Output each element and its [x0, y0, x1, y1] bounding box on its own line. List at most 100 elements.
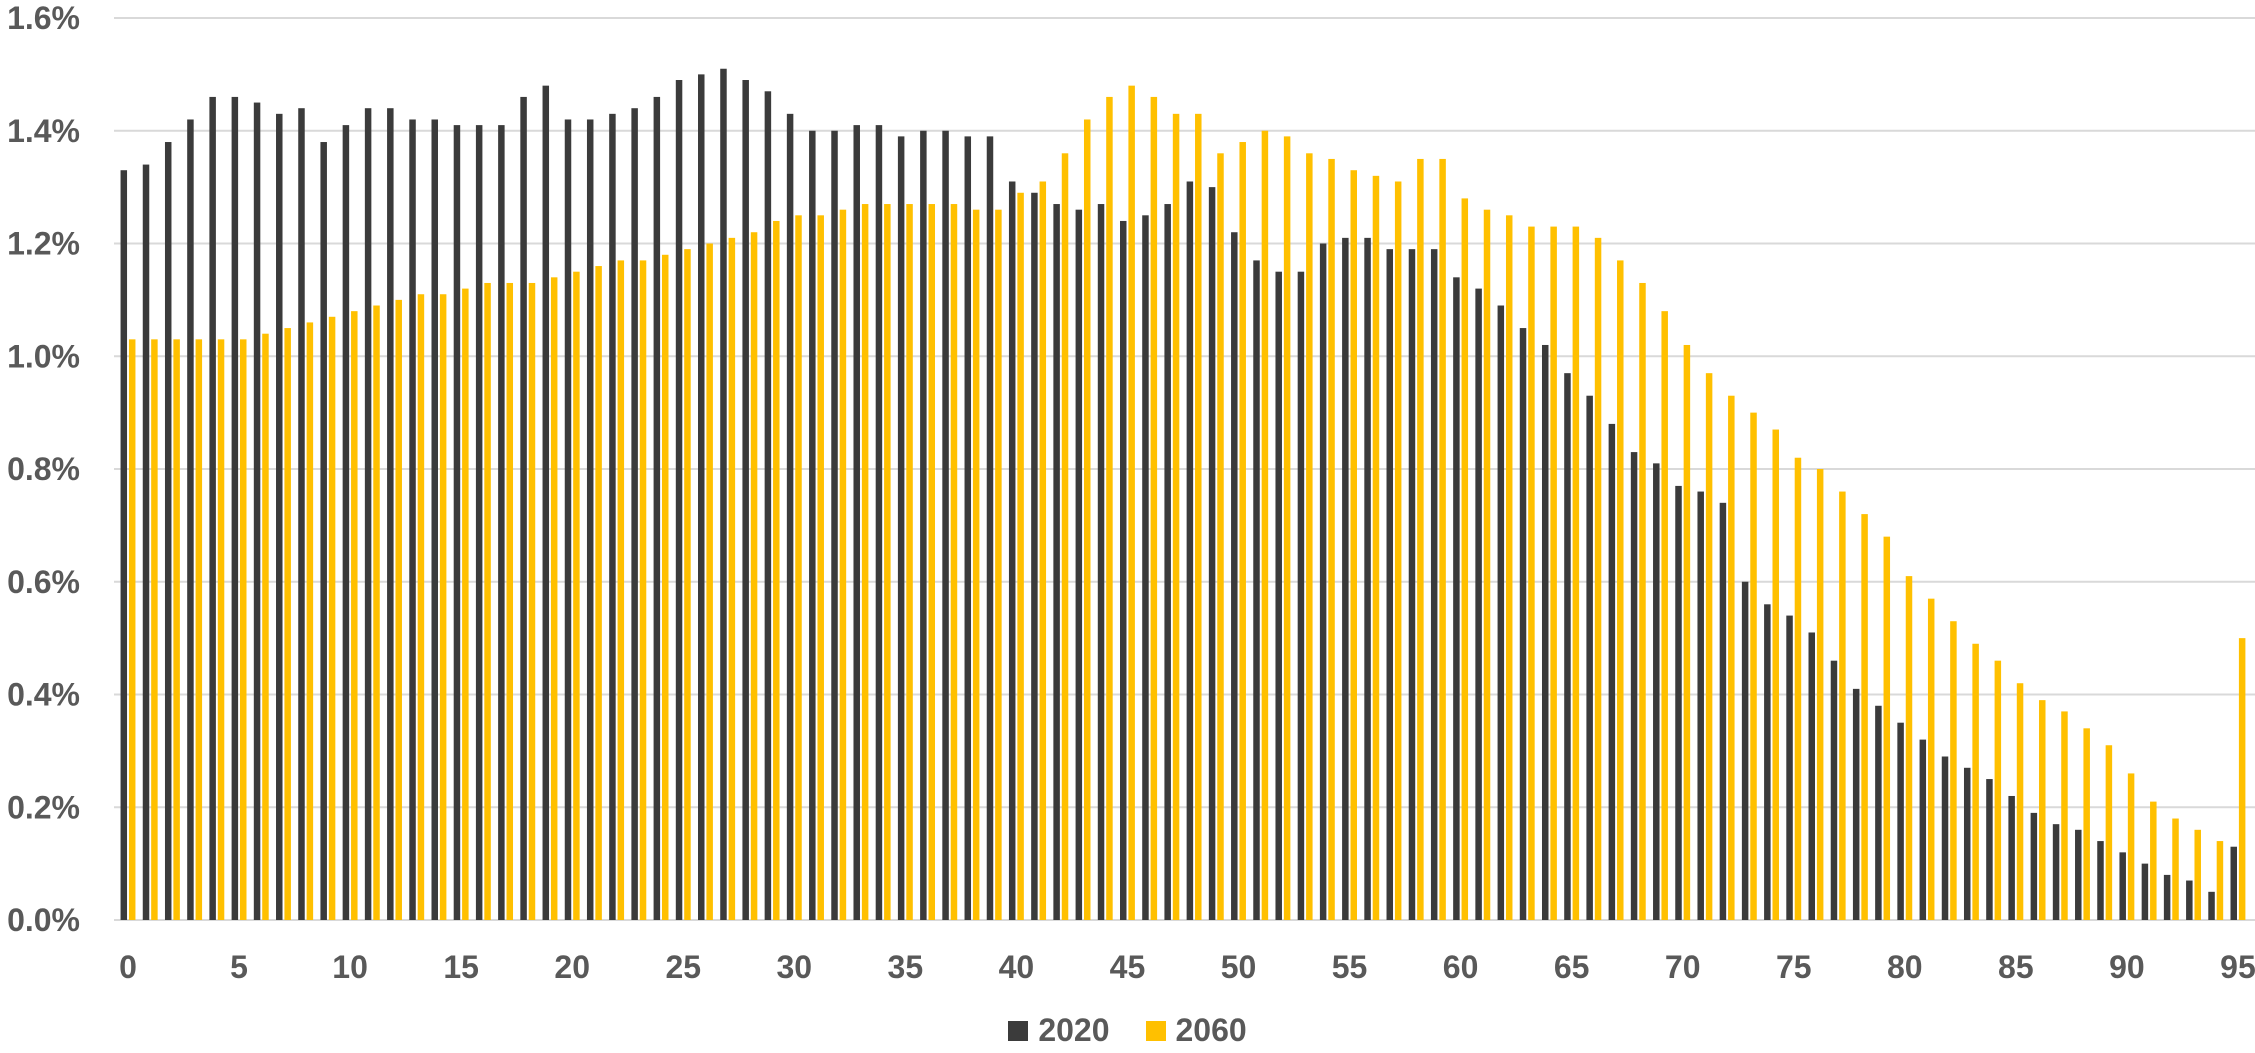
- bar-2060-age-2: [173, 339, 180, 920]
- bar-2060-age-71: [1705, 373, 1713, 921]
- bar-2020-age-86: [2030, 812, 2038, 920]
- bar-2020-age-11: [364, 108, 372, 920]
- bar-2020-age-2: [164, 142, 172, 920]
- bar-2060-age-67: [1617, 260, 1624, 921]
- bar-2020-age-80: [1897, 722, 1904, 920]
- bar-2060-age-79: [1883, 536, 1891, 920]
- x-tick-label: 15: [443, 949, 479, 985]
- bar-2060-age-31: [817, 215, 824, 920]
- bar-2020-age-59: [1430, 249, 1438, 920]
- bars: [120, 68, 2246, 921]
- bar-2060-age-8: [306, 322, 314, 920]
- bar-2020-age-3: [187, 119, 194, 921]
- bar-2060-age-49: [1217, 153, 1224, 921]
- bar-2020-age-27: [720, 68, 727, 921]
- bar-2020-age-25: [675, 80, 683, 920]
- bar-2020-age-72: [1719, 502, 1727, 920]
- bar-2060-age-77: [1839, 491, 1846, 920]
- bar-2060-age-17: [506, 282, 514, 920]
- bar-2020-age-85: [2008, 795, 2015, 920]
- bar-2060-age-7: [284, 328, 291, 920]
- x-tick-label: 95: [2220, 949, 2255, 985]
- bar-2060-age-75: [1794, 457, 1802, 920]
- bar-2020-age-33: [853, 125, 860, 921]
- bar-2060-age-46: [1150, 96, 1158, 921]
- bar-2020-age-89: [2097, 841, 2104, 920]
- bar-2020-age-61: [1475, 288, 1482, 921]
- bar-2060-age-23: [639, 260, 647, 921]
- bar-2020-age-54: [1319, 243, 1327, 920]
- bar-2020-age-91: [2141, 863, 2149, 920]
- x-axis-tick-labels: 0 5 10 15 20 25 30 35 40 45 50 55 60 65 70 75 80 85 90 95: [119, 949, 2255, 985]
- bar-2020-age-41: [1031, 192, 1038, 920]
- bar-2060-age-83: [1972, 643, 1979, 920]
- bar-2060-age-81: [1927, 598, 1935, 920]
- bar-2060-age-44: [1106, 96, 1113, 921]
- bar-2060-age-36: [928, 204, 936, 921]
- bar-2020-age-56: [1364, 237, 1371, 921]
- x-tick-label: 35: [888, 949, 924, 985]
- bar-2020-age-47: [1164, 204, 1171, 921]
- bar-2020-age-16: [475, 125, 483, 921]
- bar-2060-age-63: [1528, 226, 1535, 920]
- bar-2020-age-78: [1852, 688, 1860, 920]
- bar-2020-age-52: [1275, 271, 1282, 920]
- bar-2020-age-34: [875, 125, 883, 921]
- y-tick-label: 0.8%: [7, 451, 80, 487]
- bar-2060-age-41: [1039, 181, 1047, 921]
- bar-2020-age-68: [1630, 452, 1638, 920]
- bar-2060-age-11: [373, 305, 380, 920]
- bar-2060-age-91: [2150, 801, 2157, 920]
- bar-2020-age-36: [920, 130, 927, 920]
- bar-2020-age-28: [742, 80, 749, 920]
- bar-2020-age-38: [964, 136, 972, 920]
- bar-2060-age-93: [2194, 829, 2201, 920]
- bar-2020-age-50: [1231, 232, 1238, 921]
- bar-2020-age-75: [1786, 615, 1793, 920]
- x-tick-label: 0: [119, 949, 137, 985]
- x-tick-label: 55: [1332, 949, 1368, 985]
- bar-2060-age-68: [1639, 282, 1646, 920]
- bar-2060-age-42: [1061, 153, 1069, 921]
- x-tick-label: 10: [332, 949, 368, 985]
- y-tick-label: 1.6%: [7, 0, 80, 36]
- bar-2020-age-42: [1053, 204, 1060, 921]
- x-tick-label: 80: [1887, 949, 1923, 985]
- bar-2020-age-0: [120, 170, 128, 920]
- bar-2060-age-76: [1816, 469, 1824, 920]
- bar-2020-age-58: [1408, 249, 1416, 920]
- bar-2020-age-95: [2230, 846, 2237, 920]
- bar-2020-age-82: [1941, 756, 1949, 920]
- bar-2060-age-54: [1328, 158, 1335, 920]
- bar-2020-age-77: [1830, 660, 1838, 920]
- bar-2020-age-14: [431, 119, 438, 921]
- bar-2020-age-12: [387, 108, 394, 920]
- bar-2020-age-40: [1008, 181, 1016, 921]
- bar-2060-age-27: [728, 237, 736, 921]
- bar-2060-age-15: [462, 288, 469, 921]
- bar-2020-age-73: [1741, 581, 1749, 920]
- bar-2020-age-62: [1497, 305, 1505, 920]
- bar-2060-age-59: [1439, 158, 1446, 920]
- legend-label-2060: 2060: [1175, 1012, 1247, 1048]
- bar-2020-age-49: [1208, 187, 1216, 920]
- bar-2060-age-95: [2238, 638, 2246, 920]
- bar-2020-age-90: [2119, 852, 2126, 920]
- bar-2020-age-93: [2186, 880, 2193, 920]
- bar-2060-age-16: [484, 282, 491, 920]
- bar-2060-age-52: [1283, 136, 1291, 920]
- bar-2060-age-37: [950, 204, 958, 921]
- bar-2020-age-13: [409, 119, 416, 921]
- bar-2060-age-14: [439, 294, 447, 920]
- bar-2020-age-87: [2052, 824, 2060, 920]
- bar-2060-age-18: [528, 282, 536, 920]
- bar-2060-age-73: [1750, 412, 1757, 920]
- bar-2060-age-38: [972, 209, 980, 921]
- bar-2020-age-6: [253, 102, 261, 920]
- x-tick-label: 90: [2109, 949, 2145, 985]
- bar-2060-age-66: [1594, 237, 1602, 921]
- bar-2060-age-3: [195, 339, 203, 920]
- x-tick-label: 60: [1443, 949, 1479, 985]
- bar-2020-age-48: [1186, 181, 1194, 921]
